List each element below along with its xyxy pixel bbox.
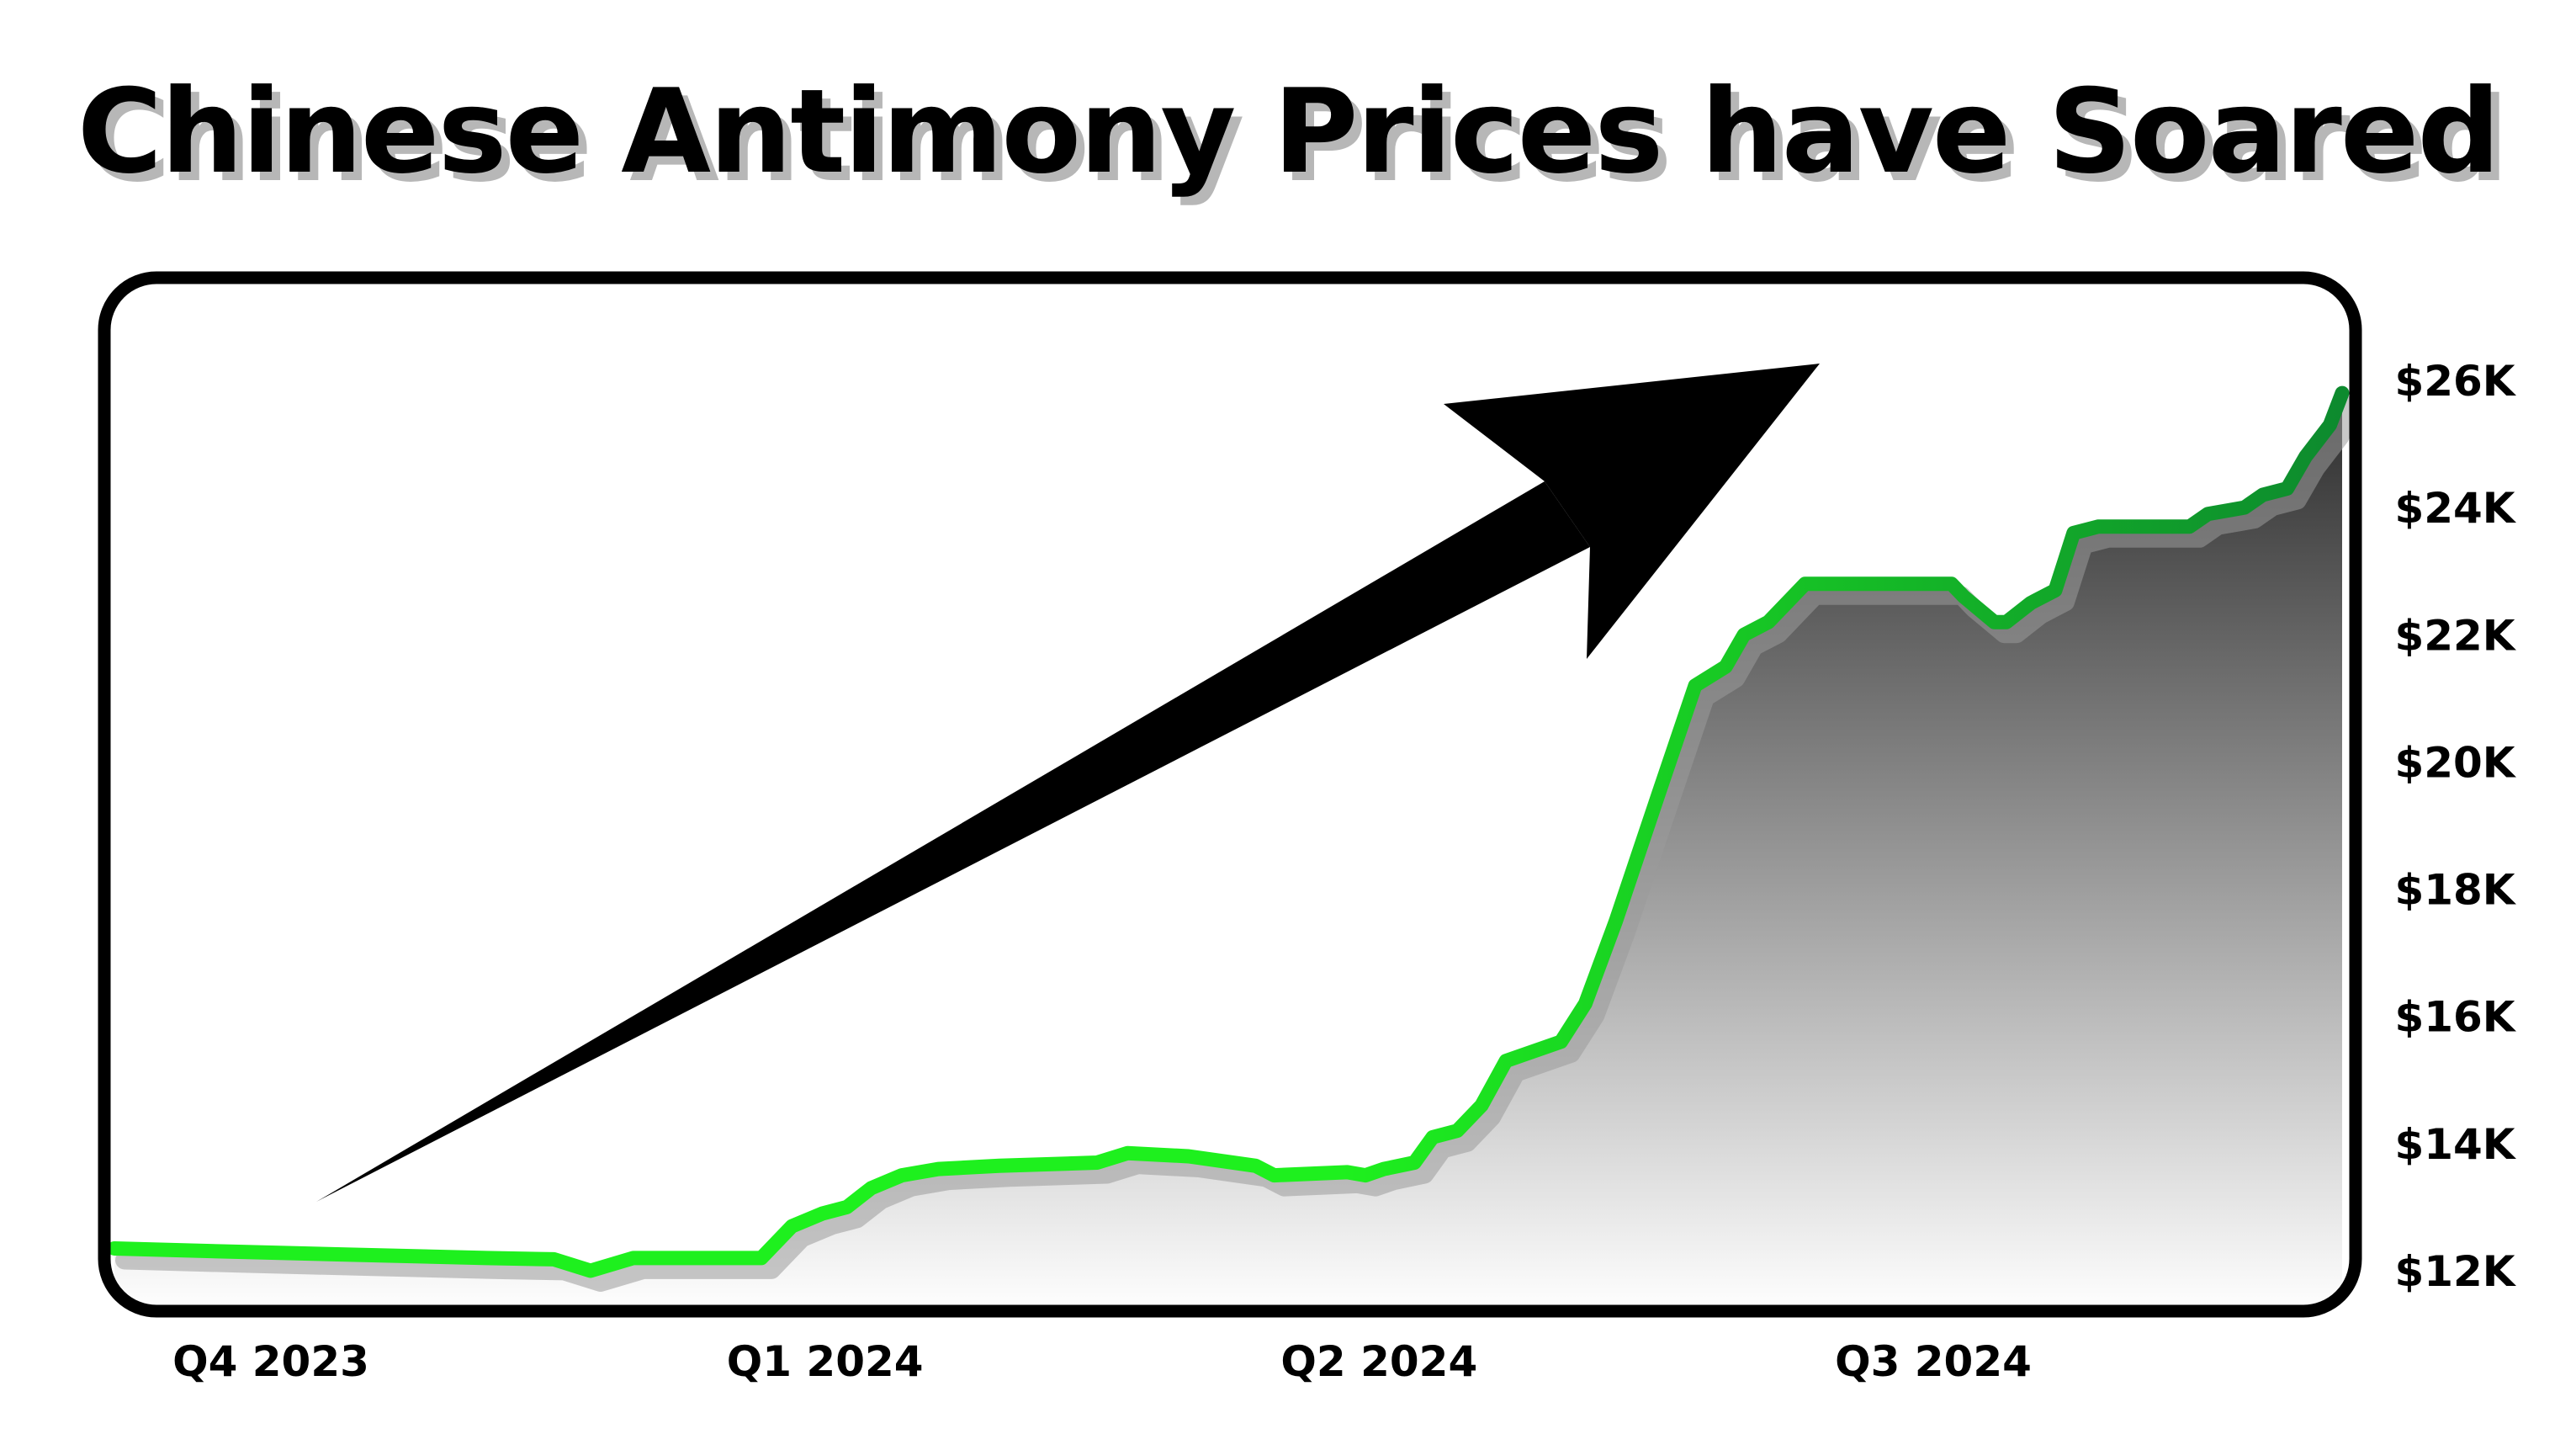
- x-tick-label: Q1 2024: [727, 1337, 924, 1386]
- chart-frame: [98, 271, 2362, 1318]
- x-tick-label: Q4 2023: [172, 1337, 369, 1386]
- price-line: [108, 385, 2350, 1278]
- chart-title: Chinese Antimony Prices have Soared: [77, 64, 2500, 199]
- arrow-shaft: [316, 481, 1590, 1202]
- y-tick-label: $14K: [2394, 1120, 2516, 1169]
- y-tick-label: $26K: [2394, 357, 2516, 406]
- y-tick-label: $22K: [2394, 611, 2516, 660]
- x-tick-label: Q2 2024: [1280, 1337, 1477, 1386]
- x-tick-label: Q3 2024: [1835, 1337, 2032, 1386]
- y-tick-label: $18K: [2394, 866, 2516, 915]
- price-line-shadow: [115, 396, 2352, 1292]
- y-tick-label: $20K: [2394, 738, 2516, 787]
- y-tick-label: $24K: [2394, 484, 2516, 533]
- arrow-head: [1444, 364, 1820, 659]
- y-tick-label: $16K: [2394, 993, 2516, 1042]
- y-axis-ticks: $12K $14K $16K $18K $20K $22K $24K $26K: [2394, 357, 2516, 1296]
- y-tick-label: $12K: [2394, 1247, 2516, 1296]
- x-axis-ticks: Q4 2023 Q1 2024 Q2 2024 Q3 2024: [172, 1337, 2032, 1386]
